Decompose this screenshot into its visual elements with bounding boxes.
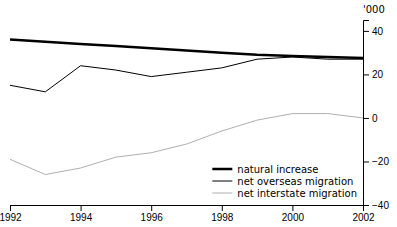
tick-mark [222, 205, 223, 211]
tick-label: 2000 [282, 212, 305, 223]
tick: 20 [363, 69, 384, 80]
series-line [10, 114, 363, 175]
legend-swatch [212, 193, 232, 194]
tick: −20 [363, 156, 389, 167]
tick: 2000 [282, 205, 305, 223]
x-axis: 1992 1994 1996 1998 2000 2002 [0, 205, 375, 223]
legend-label: net overseas migration [237, 176, 353, 187]
axis-domain [11, 206, 364, 212]
tick-label: 1992 [0, 212, 22, 223]
tick-mark [151, 205, 152, 211]
tick-label: −20 [372, 156, 389, 167]
tick-mark [363, 31, 369, 32]
tick-label: 1996 [141, 212, 164, 223]
tick-mark [292, 205, 293, 211]
tick-label: 20 [372, 69, 384, 80]
tick-label: −40 [372, 200, 389, 211]
tick: 1996 [141, 205, 164, 223]
tick-label: 40 [372, 26, 384, 37]
plot: 1992 1994 1996 1998 2000 2002−40 −20 0 20 40 '000 n… [0, 4, 389, 223]
series-line [10, 57, 363, 92]
tick-mark [81, 205, 82, 211]
y-axis: −40 −20 0 20 40 [363, 21, 389, 211]
chart: 1992 1994 1996 1998 2000 2002−40 −20 0 20 40 '000 n… [0, 0, 397, 227]
tick-mark [10, 205, 11, 211]
tick-mark [363, 118, 369, 119]
tick-label: 1998 [211, 212, 234, 223]
tick-mark [363, 205, 369, 206]
axis-domain [364, 21, 370, 206]
legend-swatch [212, 181, 232, 182]
legend-label: natural increase [237, 164, 318, 175]
legend: natural increasenet overseas migrationne… [212, 164, 357, 199]
axis-label: '000 [363, 4, 385, 15]
tick-mark [363, 74, 369, 75]
lines [10, 40, 363, 175]
tick-label: 2002 [352, 212, 375, 223]
tick: 1998 [211, 205, 234, 223]
tick: 1994 [70, 205, 93, 223]
legend-item: net interstate migration [212, 188, 357, 199]
legend-item: net overseas migration [212, 176, 353, 187]
legend-label: net interstate migration [237, 188, 357, 199]
tick: −40 [363, 200, 389, 211]
tick: 40 [363, 26, 384, 37]
tick: 0 [363, 113, 378, 124]
tick-label: 1994 [70, 212, 93, 223]
tick-label: 0 [372, 113, 378, 124]
legend-item: natural increase [212, 164, 318, 175]
legend-swatch [212, 168, 232, 171]
tick: 1992 [0, 205, 22, 223]
series-line [10, 40, 363, 59]
tick-mark [363, 161, 369, 162]
